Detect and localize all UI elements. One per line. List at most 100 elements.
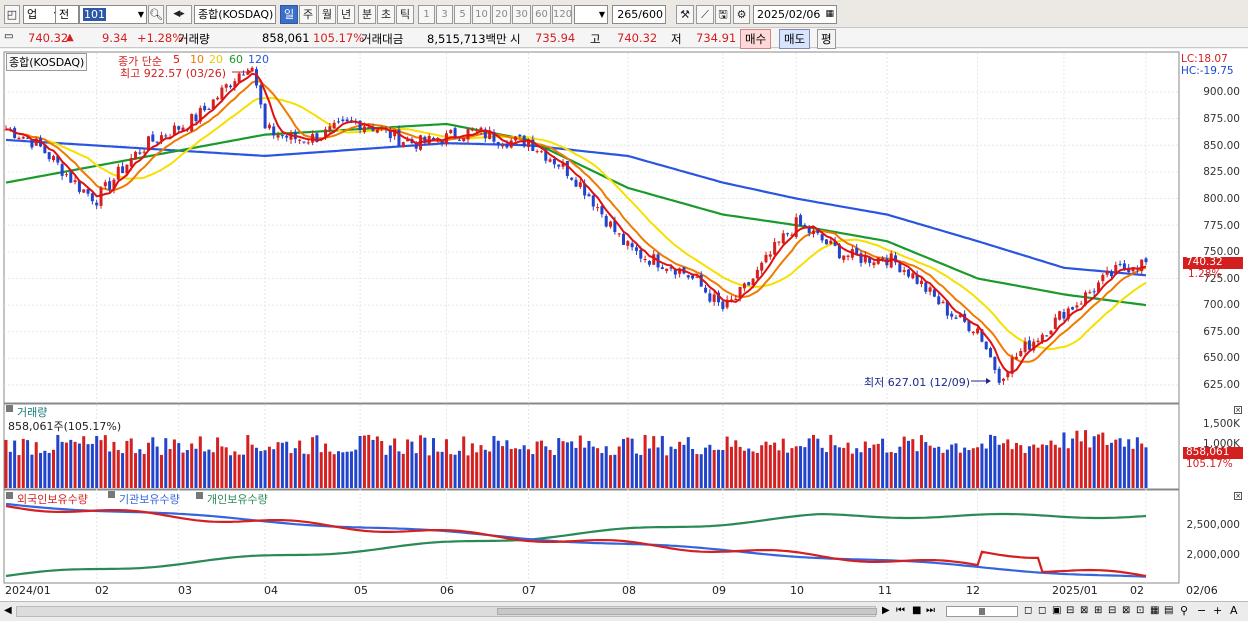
tool-icon-7[interactable]: ⊟: [1108, 605, 1117, 616]
volume-bar: [1101, 432, 1105, 488]
tool-icon-10[interactable]: ▦: [1150, 605, 1160, 616]
volume-bar: [1135, 437, 1139, 488]
tool-icon-9[interactable]: ⊡: [1136, 605, 1145, 616]
buy-button[interactable]: 매수: [740, 29, 772, 49]
period-month[interactable]: 월: [318, 5, 336, 24]
interval-20[interactable]: 20: [492, 5, 511, 24]
close-pane-icon[interactable]: ×: [1234, 492, 1242, 500]
tool-icon-3[interactable]: ▣: [1052, 605, 1062, 616]
window-icon[interactable]: ◰: [4, 5, 20, 24]
save-icon[interactable]: 🖫: [715, 5, 731, 24]
pane-toggle-icon[interactable]: [196, 492, 203, 499]
volume-bar: [885, 452, 889, 488]
zoom-slider[interactable]: [946, 606, 1018, 617]
interval-10[interactable]: 10: [472, 5, 491, 24]
interval-1[interactable]: 1: [418, 5, 435, 24]
search-icon[interactable]: 🔍︎: [148, 5, 164, 24]
count-input[interactable]: 265/600: [612, 5, 666, 24]
interval-custom-input[interactable]: ▼: [574, 5, 608, 24]
pane-toggle-icon[interactable]: [6, 405, 13, 412]
volume-bar: [686, 437, 690, 488]
tool-icon-2[interactable]: ◻: [1038, 605, 1047, 616]
zoom-handle[interactable]: [979, 608, 985, 615]
code-input[interactable]: 101 ▼: [79, 5, 147, 24]
volume-bar: [989, 434, 993, 488]
interval-120[interactable]: 120: [552, 5, 572, 24]
period-day[interactable]: 일: [280, 5, 298, 24]
candle-body: [686, 275, 690, 278]
volume-bar: [704, 447, 708, 488]
interval-3[interactable]: 3: [436, 5, 453, 24]
eval-button[interactable]: 평: [817, 29, 836, 49]
candle-body: [1105, 270, 1109, 275]
candle-body: [1036, 340, 1040, 343]
interval-60[interactable]: 60: [532, 5, 551, 24]
zoom-in-icon[interactable]: +: [1213, 604, 1223, 617]
interval-5[interactable]: 5: [454, 5, 471, 24]
period-mode-select[interactable]: 전: [55, 5, 79, 24]
close-pane-icon[interactable]: ×: [1234, 406, 1242, 414]
volume-bar: [544, 446, 548, 488]
candle-body: [315, 133, 319, 143]
volume-bar: [816, 438, 820, 488]
candle-body: [181, 127, 185, 131]
stop-icon[interactable]: ■: [912, 605, 922, 616]
search-icon[interactable]: ⚲: [1180, 604, 1189, 617]
volume-bar: [1131, 448, 1135, 488]
last-icon[interactable]: ⏭: [926, 605, 935, 616]
tool-icon-5[interactable]: ⊠: [1080, 605, 1089, 616]
candle-body: [704, 287, 708, 293]
last-volume-pct: 105.17%: [1186, 458, 1233, 470]
chart-area[interactable]: [0, 49, 1248, 601]
scroll-right-icon[interactable]: ▶: [882, 605, 890, 616]
sell-button[interactable]: 매도: [779, 29, 811, 49]
date-input[interactable]: 2025/02/06 ▦: [753, 5, 837, 24]
candle-body: [570, 177, 574, 180]
tool-icon-11[interactable]: ▤: [1164, 605, 1174, 616]
period-tick[interactable]: 틱: [396, 5, 414, 24]
candle-body: [799, 215, 803, 226]
period-week[interactable]: 주: [299, 5, 317, 24]
volume-bar: [380, 440, 384, 488]
scroll-left-icon[interactable]: ◀: [4, 605, 12, 616]
candle-body: [501, 145, 505, 147]
interval-30[interactable]: 30: [512, 5, 531, 24]
collapse-icon[interactable]: ▭: [4, 31, 14, 42]
tool-icon-6[interactable]: ⊞: [1094, 605, 1103, 616]
volume-bar: [289, 453, 293, 488]
volume-bar: [336, 451, 341, 488]
text-tool-icon[interactable]: A: [1230, 604, 1238, 617]
tool-icon-1[interactable]: ◻: [1024, 605, 1033, 616]
tool-icon-8[interactable]: ⊠: [1122, 605, 1131, 616]
period-second[interactable]: 초: [377, 5, 395, 24]
pane-toggle-icon[interactable]: [6, 492, 13, 499]
volume-bar: [1118, 438, 1122, 488]
holdings-pane-frame: [3, 489, 1180, 584]
period-minute[interactable]: 분: [358, 5, 376, 24]
volume-bar: [99, 440, 103, 488]
chart-tools-icon[interactable]: ⚒: [676, 5, 694, 24]
volume-bar: [950, 444, 954, 488]
index-title[interactable]: 종합(KOSDAQ): [6, 53, 88, 71]
period-year[interactable]: 년: [337, 5, 355, 24]
gear-icon[interactable]: ⚙: [733, 5, 750, 24]
prev-next-icon[interactable]: ◀▸: [166, 5, 192, 24]
pane-toggle-icon[interactable]: [108, 491, 115, 498]
volume-bar: [51, 449, 56, 488]
first-icon[interactable]: ⏮: [896, 605, 905, 616]
candle-body: [229, 85, 233, 88]
zoom-out-icon[interactable]: −: [1197, 604, 1207, 617]
tool-icon-4[interactable]: ⊟: [1066, 605, 1075, 616]
volume-bar: [997, 444, 1001, 488]
draw-line-icon[interactable]: ⟋: [696, 5, 714, 24]
volume-bar: [224, 447, 228, 488]
index-name: 종합(KOSDAQ): [198, 8, 274, 21]
scroll-thumb[interactable]: [497, 608, 877, 615]
scroll-track[interactable]: [16, 606, 877, 617]
candle-body: [738, 286, 742, 298]
last-price-label: 740.32: [1186, 256, 1223, 268]
volume-bar: [496, 440, 500, 488]
candle-body: [712, 294, 716, 302]
volume-bar: [803, 447, 807, 488]
